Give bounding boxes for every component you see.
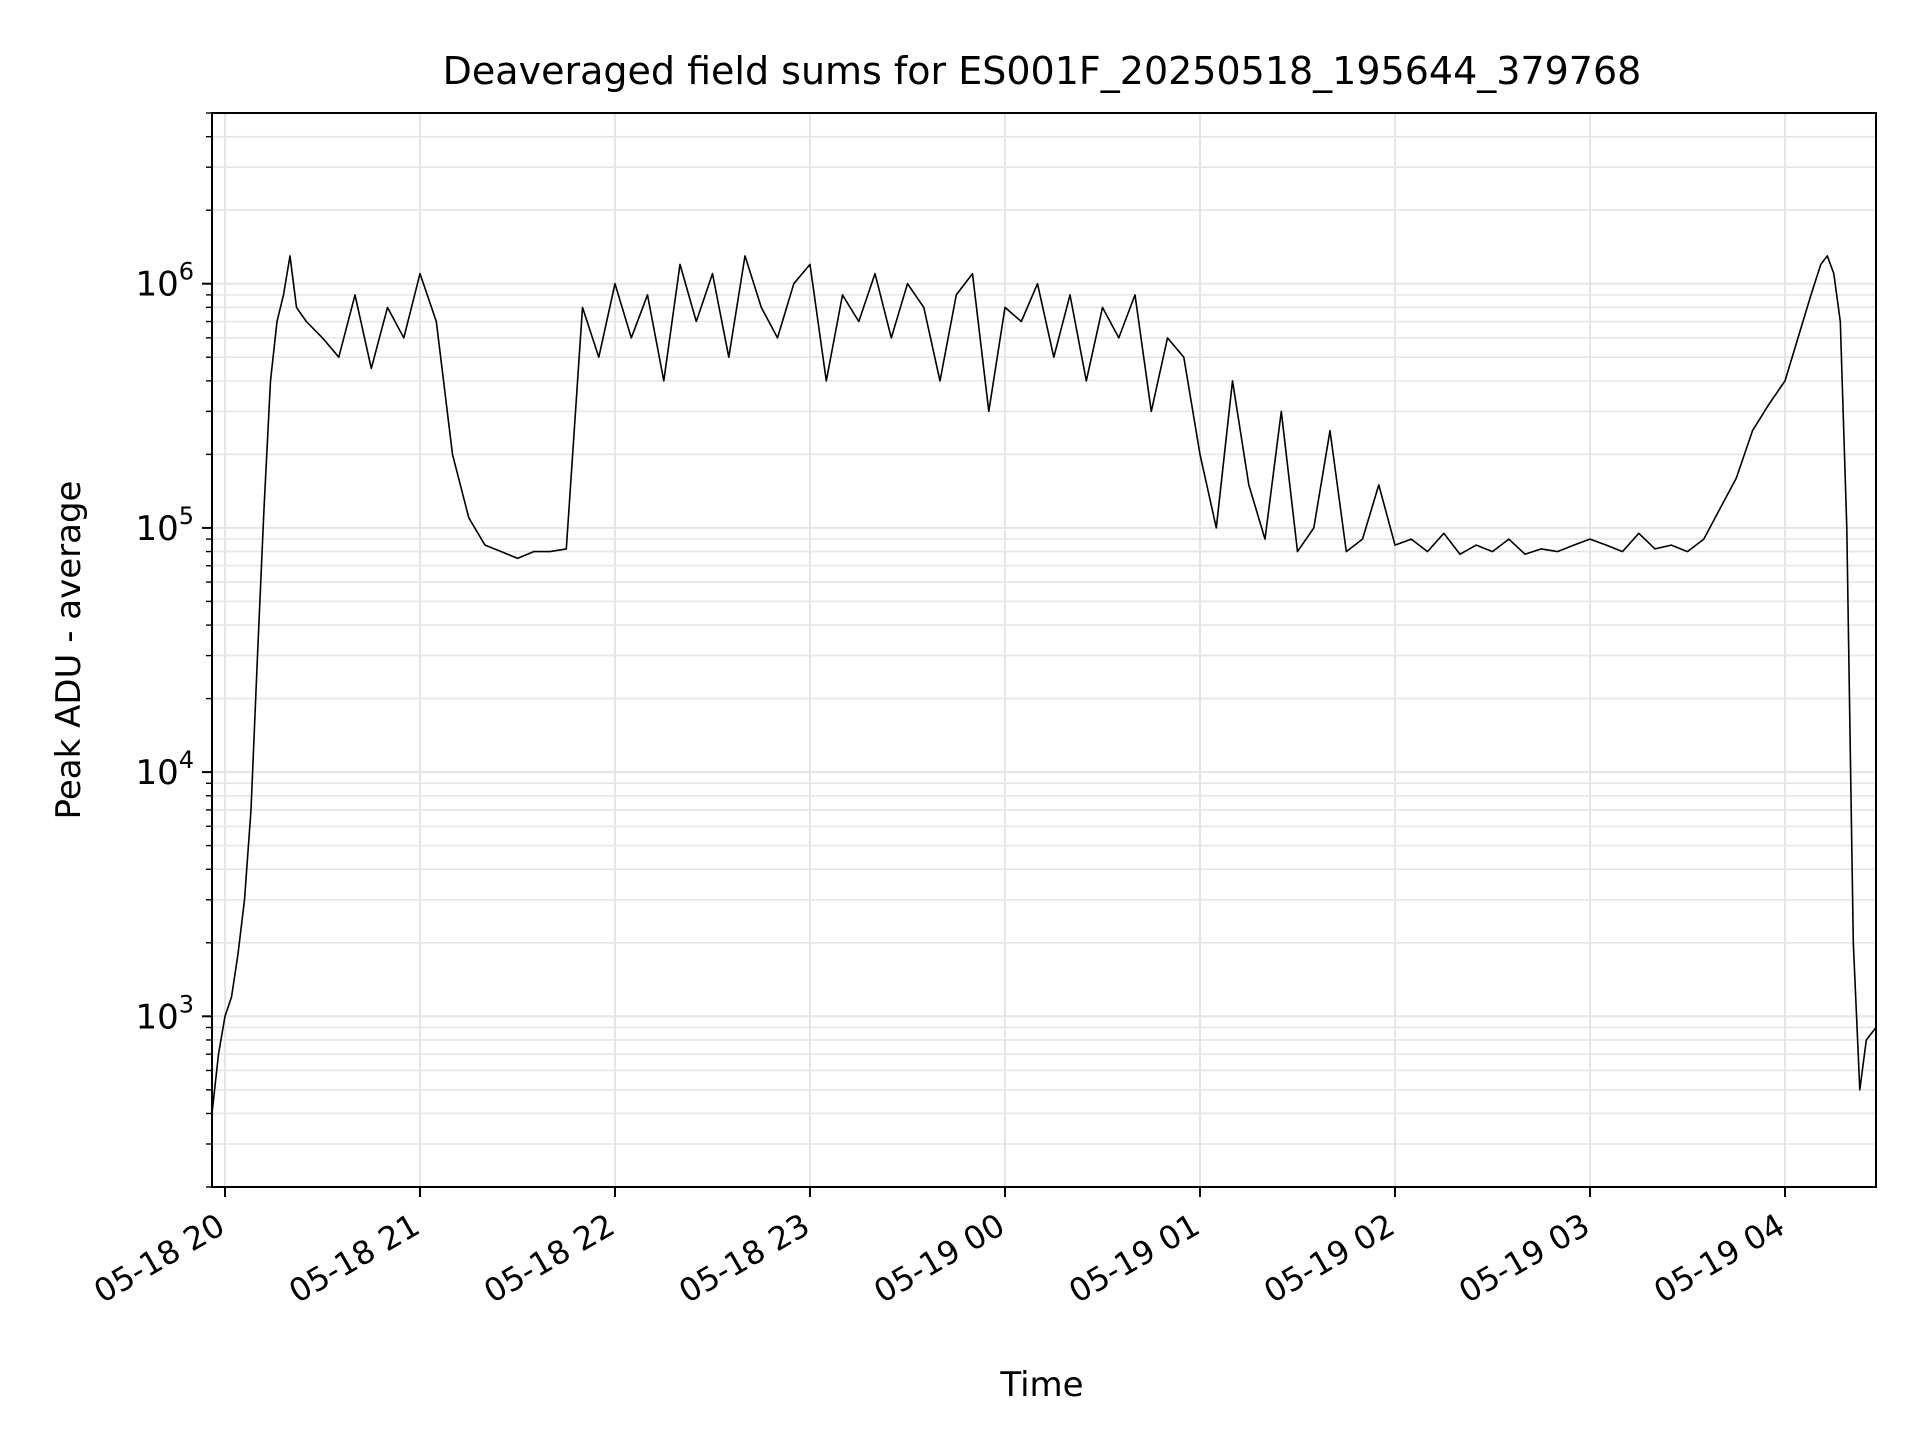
series-line-0 [211,255,1877,1114]
y-tick-label: 103 [135,990,194,1037]
grid [212,112,1876,1188]
y-axis-ticks: 103 104 105 106 [135,112,212,1188]
y-tick-label: 104 [135,746,194,793]
axes-frame [211,112,1877,1188]
y-tick-label: 105 [135,502,194,549]
y-axis-label: Peak ADU - average [49,481,89,820]
y-tick-label: 106 [135,258,194,305]
chart-title: Deaveraged field sums for ES001F_2025051… [443,49,1642,93]
plot-area [211,255,1877,1114]
x-axis-label: Time [999,1365,1083,1405]
